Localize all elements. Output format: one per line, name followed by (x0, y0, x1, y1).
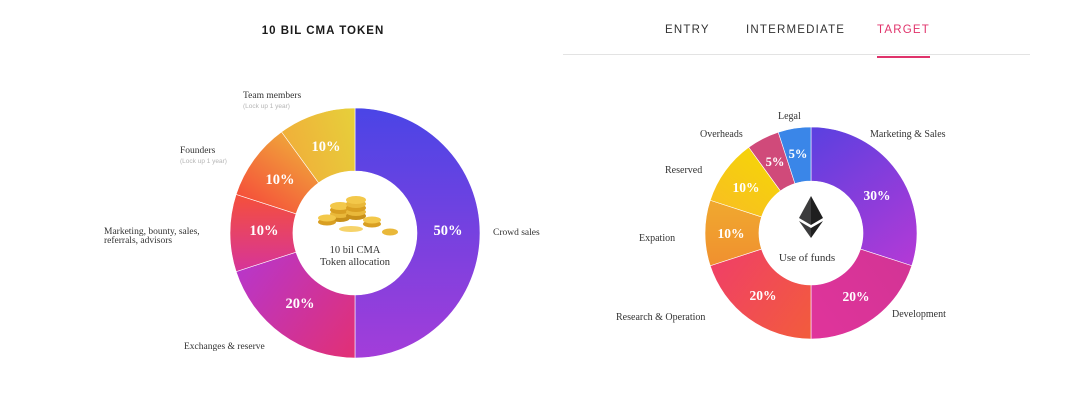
tab-intermediate[interactable]: INTERMEDIATE (746, 24, 846, 36)
slice-label-overheads: 5% (766, 155, 785, 169)
funding-stage-tabs: ENTRY INTERMEDIATE TARGET (563, 0, 1030, 58)
slice-label-marketing-sales: 30% (864, 188, 891, 203)
gold-coins-image (318, 196, 398, 236)
slice-label-team-members: 10% (312, 139, 341, 155)
slice-label-founders: 10% (266, 172, 295, 188)
legend-team-members-note: (Lock up 1 year) (243, 103, 290, 110)
ethereum-icon (799, 196, 823, 238)
legend-marketing-bounty: Marketing, bounty, sales, referrals, adv… (104, 227, 202, 246)
legend-marketing-sales: Marketing & Sales (870, 129, 946, 140)
slice-label-reserved: 10% (733, 180, 760, 195)
legend-legal: Legal (778, 111, 801, 122)
legend-team-members: Team members (243, 91, 301, 101)
legend-research-operation: Research & Operation (616, 312, 705, 323)
legend-crowd-sales: Crowd sales (493, 228, 540, 238)
slice-label-development: 20% (843, 289, 870, 304)
left-center-line-2: Token allocation (320, 257, 391, 268)
chart-title: 10 BIL CMA TOKEN (261, 25, 385, 37)
legend-exchanges-reserve: Exchanges & reserve (184, 342, 265, 352)
right-center-label: Use of funds (779, 252, 835, 264)
legend-expation: Expation (639, 233, 675, 244)
slice-label-crowd-sales: 50% (434, 223, 463, 239)
legend-founders: Founders (180, 146, 216, 156)
legend-overheads: Overheads (700, 129, 743, 140)
slice-label-marketing-bounty: 10% (250, 223, 279, 239)
legend-founders-note: (Lock up 1 year) (180, 158, 227, 165)
slice-label-expation: 10% (718, 226, 745, 241)
token-allocation-donut (229, 107, 481, 359)
legend-reserved: Reserved (665, 165, 702, 176)
left-donut-hole (293, 171, 417, 295)
tab-entry[interactable]: ENTRY (665, 24, 710, 36)
slice-label-exchanges: 20% (286, 296, 315, 312)
legend-development: Development (892, 309, 946, 320)
slice-label-research-operation: 20% (750, 288, 777, 303)
slice-label-legal: 5% (789, 147, 808, 161)
left-center-line-1: 10 bil CMA (330, 245, 381, 256)
tab-target[interactable]: TARGET (877, 24, 930, 58)
use-of-funds-donut (704, 126, 918, 340)
